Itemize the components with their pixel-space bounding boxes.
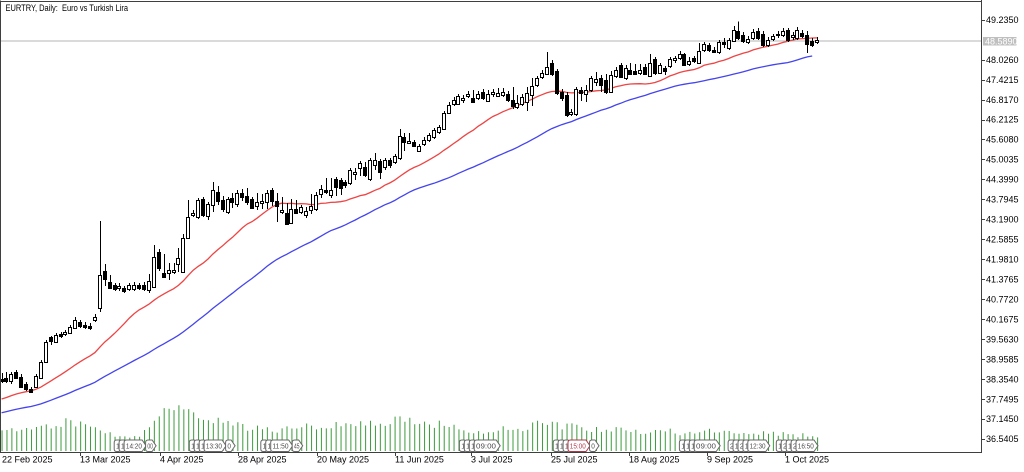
svg-text:45: 45 xyxy=(294,444,300,451)
svg-text:0: 0 xyxy=(227,444,231,451)
svg-text:45.6080: 45.6080 xyxy=(986,135,1019,145)
svg-text:1: 1 xyxy=(201,444,205,451)
svg-text:20 May 2025: 20 May 2025 xyxy=(317,455,369,465)
svg-text:42.5855: 42.5855 xyxy=(986,235,1019,245)
svg-text:1: 1 xyxy=(745,444,749,451)
svg-text:16:50: 16:50 xyxy=(798,444,814,451)
svg-text:1: 1 xyxy=(681,444,685,451)
svg-text:1: 1 xyxy=(735,444,739,451)
svg-text:1: 1 xyxy=(778,444,782,451)
svg-text:11 Jun 2025: 11 Jun 2025 xyxy=(395,455,444,465)
svg-text:1: 1 xyxy=(268,444,272,451)
svg-text:48.5890: 48.5890 xyxy=(985,36,1018,46)
svg-text:40.1675: 40.1675 xyxy=(986,314,1019,324)
svg-text:EURTRY, Daily: Euro vs Turkis: EURTRY, Daily: Euro vs Turkish Lira xyxy=(6,3,129,14)
svg-text:37.7495: 37.7495 xyxy=(986,394,1019,404)
svg-text:2: 2 xyxy=(783,444,787,451)
svg-text:1: 1 xyxy=(116,444,120,451)
svg-text:18 Aug 2025: 18 Aug 2025 xyxy=(629,455,680,465)
svg-text:49.2350: 49.2350 xyxy=(986,15,1019,25)
svg-text:1: 1 xyxy=(191,444,195,451)
svg-text:1 Oct 2025: 1 Oct 2025 xyxy=(785,455,829,465)
svg-text:4 Apr 2025: 4 Apr 2025 xyxy=(160,455,204,465)
svg-text:38.9585: 38.9585 xyxy=(986,354,1019,364)
svg-text:1: 1 xyxy=(565,444,569,451)
svg-text:43.1900: 43.1900 xyxy=(986,215,1019,225)
svg-text:1: 1 xyxy=(691,444,695,451)
svg-text:1: 1 xyxy=(461,444,465,451)
svg-text:2: 2 xyxy=(793,444,797,451)
svg-text:1: 1 xyxy=(196,444,200,451)
svg-text:45.0035: 45.0035 xyxy=(986,155,1019,165)
svg-text:12:30: 12:30 xyxy=(750,444,766,451)
svg-text:14:20: 14:20 xyxy=(126,444,142,451)
svg-text:13 Mar 2025: 13 Mar 2025 xyxy=(80,455,131,465)
svg-text:13:30: 13:30 xyxy=(206,444,222,451)
svg-text:15:00: 15:00 xyxy=(570,444,586,451)
svg-text:44.3990: 44.3990 xyxy=(986,175,1019,185)
svg-text:1: 1 xyxy=(121,444,125,451)
svg-text:46.2125: 46.2125 xyxy=(986,115,1019,125)
svg-text:46.8170: 46.8170 xyxy=(986,95,1019,105)
svg-text:1: 1 xyxy=(686,444,690,451)
svg-text:37.1450: 37.1450 xyxy=(986,414,1019,424)
svg-text:1: 1 xyxy=(560,444,564,451)
svg-text:09:00: 09:00 xyxy=(696,444,716,451)
svg-text:00: 00 xyxy=(147,444,153,451)
svg-text:40.7720: 40.7720 xyxy=(986,294,1019,304)
svg-text:09:00: 09:00 xyxy=(476,444,496,451)
svg-text:1: 1 xyxy=(555,444,559,451)
svg-text:43.7945: 43.7945 xyxy=(986,195,1019,205)
svg-text:1: 1 xyxy=(466,444,470,451)
svg-text:2: 2 xyxy=(730,444,734,451)
svg-text:1: 1 xyxy=(788,444,792,451)
svg-text:25 Jul 2025: 25 Jul 2025 xyxy=(551,455,598,465)
svg-text:47.4215: 47.4215 xyxy=(986,75,1019,85)
svg-text:9 Sep 2025: 9 Sep 2025 xyxy=(707,455,753,465)
svg-text:22 Feb 2025: 22 Feb 2025 xyxy=(2,455,53,465)
svg-text:48.0260: 48.0260 xyxy=(986,55,1019,65)
svg-text:41.3765: 41.3765 xyxy=(986,275,1019,285)
svg-text:0: 0 xyxy=(591,444,595,451)
svg-text:28 Apr 2025: 28 Apr 2025 xyxy=(238,455,287,465)
svg-text:36.5405: 36.5405 xyxy=(986,434,1019,444)
svg-text:39.5630: 39.5630 xyxy=(986,334,1019,344)
svg-text:11:50: 11:50 xyxy=(273,444,289,451)
svg-text:41.9810: 41.9810 xyxy=(986,255,1019,265)
svg-text:38.3540: 38.3540 xyxy=(986,374,1019,384)
svg-text:1: 1 xyxy=(263,444,267,451)
svg-text:2: 2 xyxy=(740,444,744,451)
svg-text:1: 1 xyxy=(471,444,475,451)
svg-text:3 Jul 2025: 3 Jul 2025 xyxy=(471,455,513,465)
